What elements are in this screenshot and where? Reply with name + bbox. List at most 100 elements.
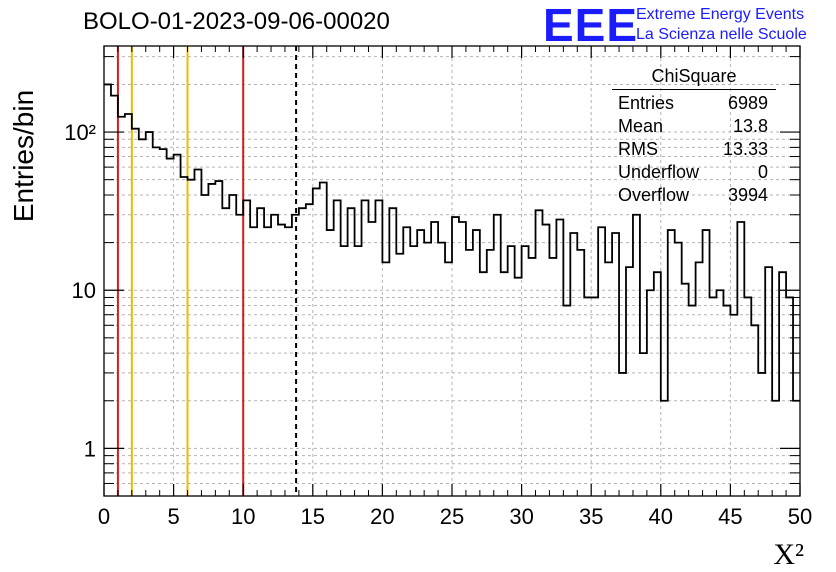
histogram-bin	[174, 155, 181, 496]
histogram-bin	[278, 225, 285, 496]
histogram-bin	[403, 227, 410, 496]
histogram-bin	[194, 169, 201, 496]
histogram-bin	[661, 401, 668, 496]
histogram-bin	[772, 401, 779, 496]
histogram-bin	[591, 297, 598, 496]
histogram-bin	[208, 184, 215, 496]
histogram-bin	[201, 195, 208, 496]
histogram-bin	[737, 222, 744, 496]
histogram-bin	[730, 315, 737, 496]
histogram-bin	[696, 262, 703, 496]
histogram-bin	[382, 262, 389, 496]
logo-subtitle-line2: La Scienza nelle Scuole	[636, 26, 807, 43]
histogram-bin	[626, 267, 633, 496]
x-tick-label: 35	[579, 504, 603, 529]
histogram-bin	[549, 258, 556, 496]
histogram-bin	[758, 373, 765, 496]
histogram-bin	[410, 246, 417, 496]
x-tick-label: 15	[301, 504, 325, 529]
axis-ticks: 0 5 10 15 20 25 30 35 40 45 50 1 10 10²	[64, 46, 812, 529]
histogram-bin	[668, 230, 675, 496]
histogram-bin	[299, 208, 306, 496]
stats-value: 0	[757, 162, 768, 182]
eee-logo: EEE	[543, 0, 639, 51]
histogram-bin	[703, 230, 710, 496]
y-tick-label: 10²	[64, 120, 96, 145]
histogram-bin	[355, 246, 362, 496]
stats-value: 3994	[727, 185, 768, 205]
stats-label: Overflow	[618, 185, 690, 205]
histogram-bin	[710, 297, 717, 496]
x-tick-label: 25	[440, 504, 464, 529]
x-tick-label: 20	[370, 504, 394, 529]
histogram-bin	[396, 254, 403, 496]
histogram-bin	[751, 325, 758, 496]
histogram-bin	[215, 181, 222, 496]
stats-label: Entries	[618, 93, 675, 113]
histogram-bin	[675, 243, 682, 496]
histogram-bin	[612, 233, 619, 496]
histogram-bin	[480, 272, 487, 496]
histogram-bin	[723, 306, 730, 496]
histogram-bin	[111, 96, 118, 496]
histogram-bin	[417, 230, 424, 496]
stats-label: Underflow	[618, 162, 700, 182]
histogram-bin	[529, 258, 536, 496]
histogram-bin	[619, 373, 626, 496]
histogram-bin	[341, 246, 348, 496]
x-tick-label: 45	[718, 504, 742, 529]
histogram-bin	[118, 117, 125, 496]
histogram-bin	[445, 262, 452, 496]
histogram-bin	[229, 195, 236, 496]
histogram-bin	[236, 215, 243, 496]
histogram-bin	[563, 306, 570, 496]
histogram-bin	[285, 227, 292, 496]
y-axis-label: Entries/bin	[8, 90, 39, 222]
histogram-bin	[716, 290, 723, 496]
histogram-bin	[153, 147, 160, 496]
histogram-bin	[292, 215, 299, 496]
logo-subtitle-line1: Extreme Energy Events	[636, 6, 805, 23]
histogram-bin	[689, 306, 696, 496]
stats-row: Overflow 3994	[612, 184, 780, 207]
histogram-bin	[786, 297, 793, 496]
histogram-bin	[438, 243, 445, 496]
histogram-bin	[362, 200, 369, 496]
stats-box: ChiSquare Entries 6989 Mean 13.8 RMS 13.33 Und…	[612, 66, 780, 207]
histogram-bin	[556, 219, 563, 496]
histogram-bin	[243, 200, 250, 496]
histogram-bin	[765, 267, 772, 496]
stats-title: ChiSquare	[612, 66, 776, 90]
stats-row: Underflow 0	[612, 161, 780, 184]
run-title: BOLO-01-2023-09-06-00020	[83, 8, 390, 35]
histogram-bin	[250, 227, 257, 496]
histogram-bin	[744, 297, 751, 496]
histogram-bin	[508, 246, 515, 496]
histogram-bin	[598, 227, 605, 496]
stats-rows: Entries 6989 Mean 13.8 RMS 13.33 Underflow 0 Ove…	[612, 92, 780, 207]
histogram-bin	[146, 132, 153, 496]
histogram-bin	[389, 208, 396, 496]
x-tick-label: 10	[231, 504, 255, 529]
grid-layer	[104, 46, 800, 496]
histogram-bin	[473, 230, 480, 496]
stats-row: Mean 13.8	[612, 115, 780, 138]
histogram-bin	[306, 204, 313, 496]
histogram-bin	[452, 217, 459, 496]
histogram-bin	[654, 272, 661, 496]
histogram-bin	[494, 215, 501, 496]
histogram-bin	[424, 243, 431, 496]
y-tick-label: 1	[84, 436, 96, 461]
histogram-bin	[633, 215, 640, 496]
histogram-bin	[459, 222, 466, 496]
histogram-bin	[181, 177, 188, 496]
histogram-bin	[536, 210, 543, 496]
histogram-bin	[125, 114, 132, 496]
histogram-bars	[104, 83, 800, 496]
stats-label: RMS	[618, 139, 658, 159]
histogram-bin	[584, 297, 591, 496]
histogram-bin	[431, 222, 438, 496]
histogram-bin	[271, 215, 278, 496]
x-tick-label: 5	[167, 504, 179, 529]
